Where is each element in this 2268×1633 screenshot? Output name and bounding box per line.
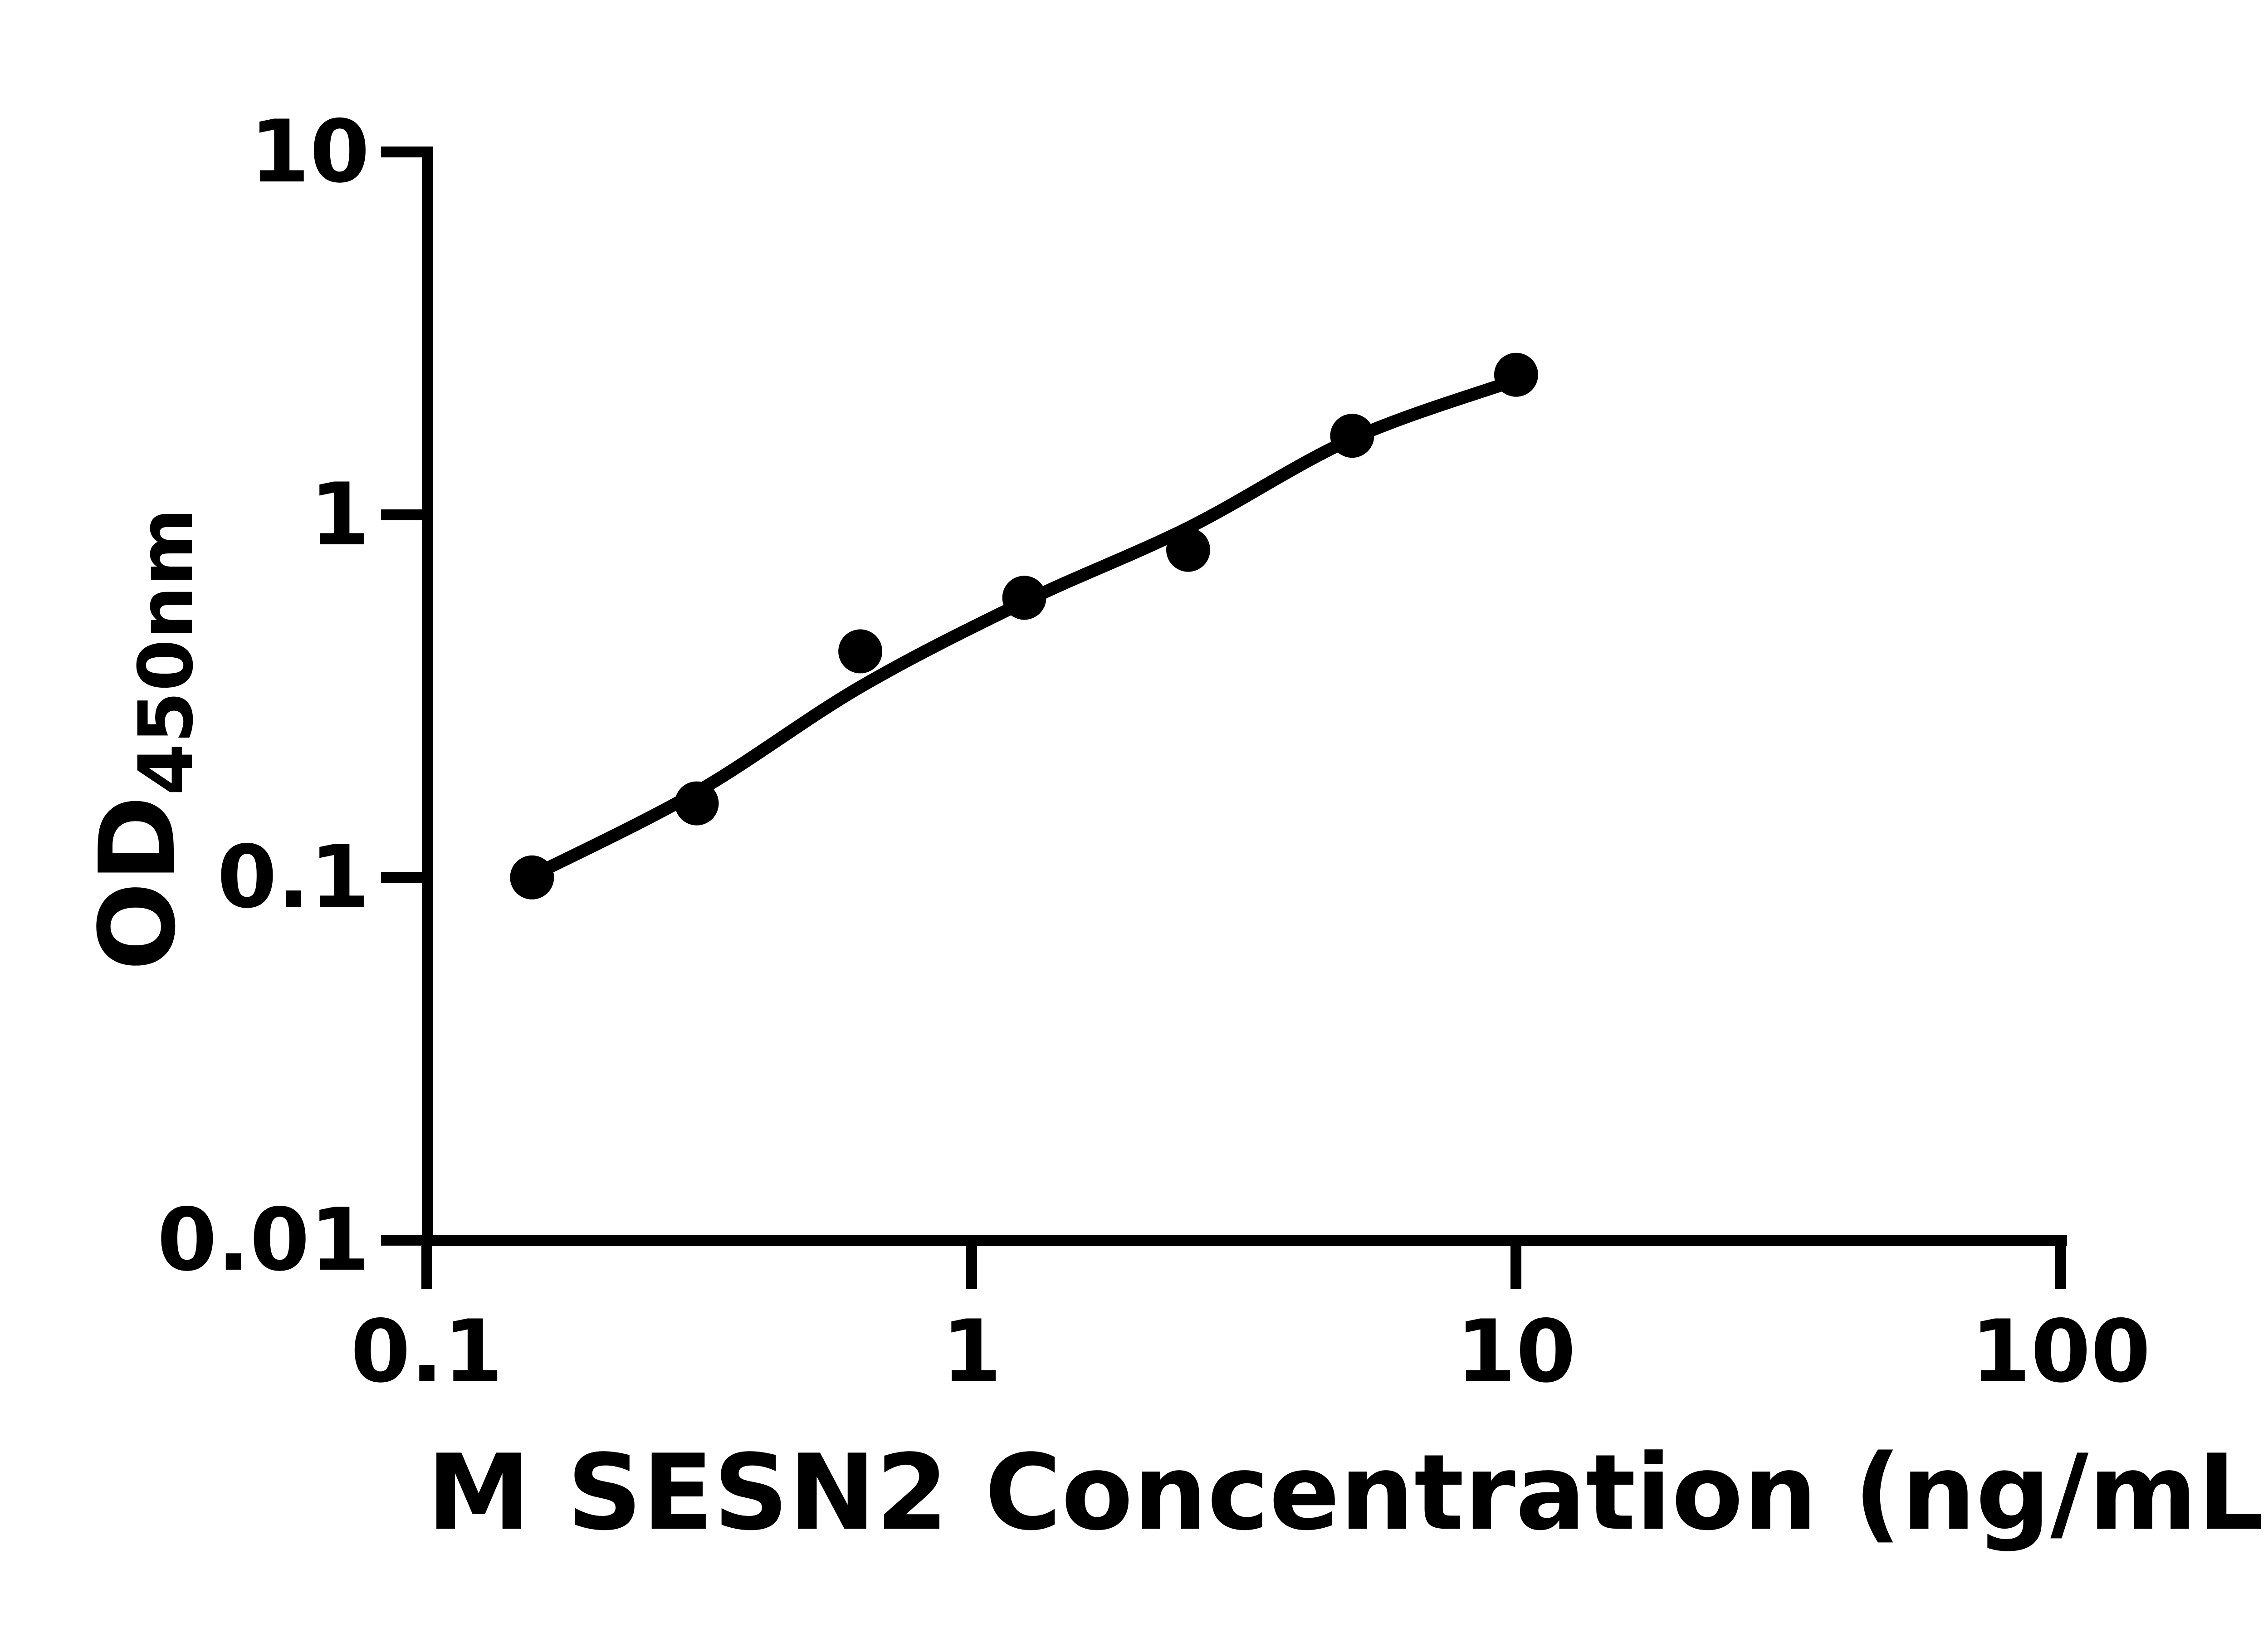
y-axis-line [422,147,433,1246]
data-point [1330,414,1374,458]
x-axis-line [422,1235,2067,1246]
data-point [1002,576,1046,620]
data-point [1166,528,1210,572]
data-point [675,781,719,826]
x-tick [421,1246,432,1289]
data-point [510,855,554,900]
y-tick [381,1235,422,1246]
data-point [1494,352,1538,397]
y-axis-title-subscript: 450nm [122,508,210,796]
x-tick [966,1246,977,1289]
x-tick [1510,1246,1521,1289]
x-tick-label: 10 [1456,1301,1576,1402]
y-axis-title-main: OD [78,795,199,971]
y-tick-label: 0.01 [157,1190,370,1290]
x-tick-label: 1 [941,1301,1002,1402]
y-tick-label: 0.1 [217,827,370,927]
x-axis-title: M SESN2 Concentration (ng/mL) [427,1433,2268,1554]
y-tick [381,509,422,520]
x-tick-label: 0.1 [350,1301,503,1402]
y-tick [381,147,422,157]
data-point [838,629,883,674]
y-tick-label: 10 [249,102,370,202]
y-tick [381,872,422,883]
x-tick [2055,1246,2066,1289]
x-tick-label: 100 [1970,1301,2151,1402]
y-axis-title: OD450nm [78,467,210,1012]
y-tick-label: 1 [309,464,370,565]
